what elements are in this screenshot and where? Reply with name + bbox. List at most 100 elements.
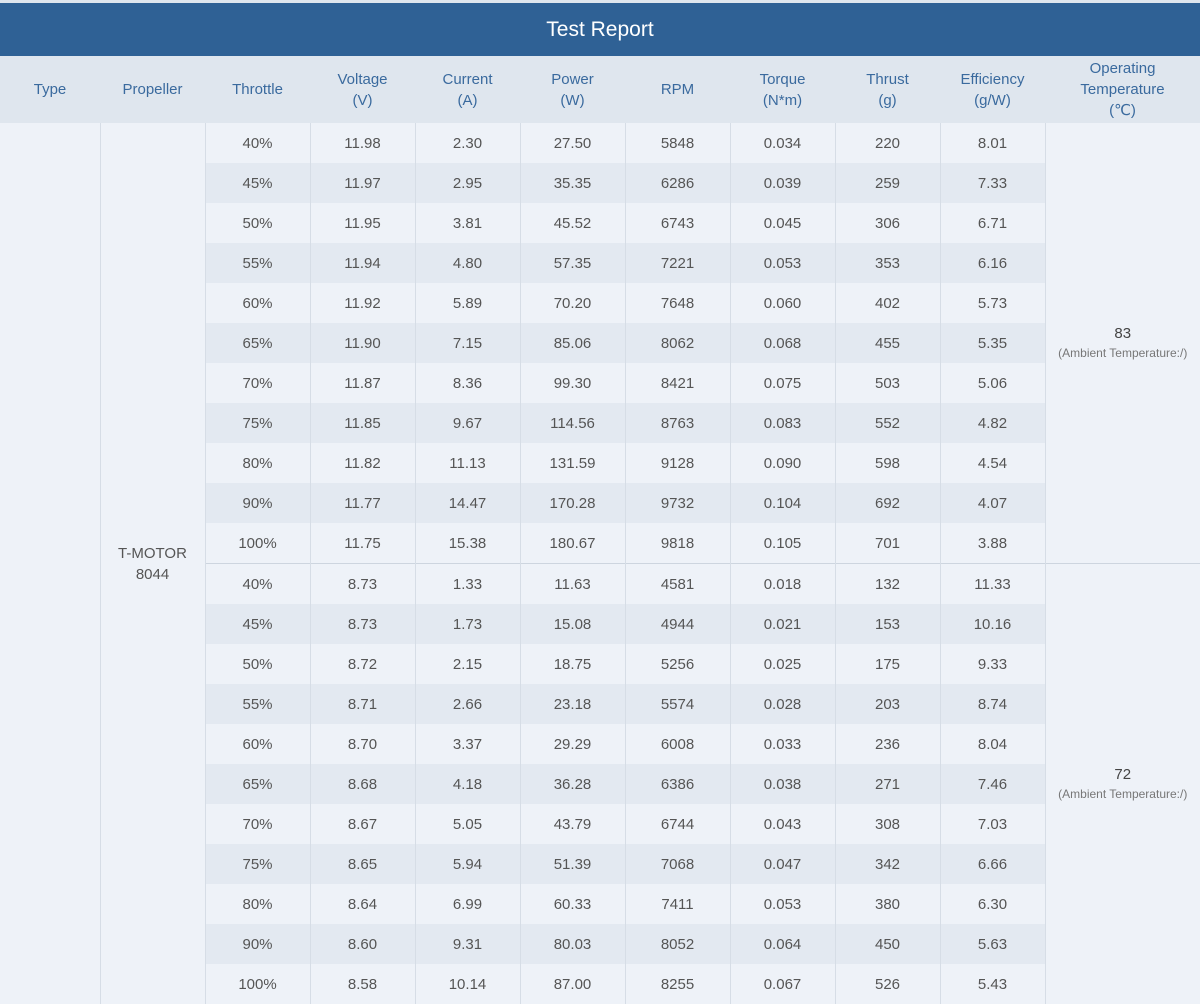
operating-temperature-cell: 83(Ambient Temperature:/) xyxy=(1045,123,1200,564)
cell-voltage: 11.77 xyxy=(310,483,415,523)
cell-efficiency: 8.74 xyxy=(940,684,1045,724)
cell-torque: 0.053 xyxy=(730,884,835,924)
cell-current: 2.30 xyxy=(415,123,520,163)
cell-torque: 0.090 xyxy=(730,443,835,483)
cell-torque: 0.025 xyxy=(730,644,835,684)
cell-voltage: 11.85 xyxy=(310,403,415,443)
cell-power: 36.28 xyxy=(520,764,625,804)
column-header-operating-temperature: Operating Temperature(℃) xyxy=(1045,56,1200,123)
cell-efficiency: 10.16 xyxy=(940,604,1045,644)
cell-efficiency: 7.33 xyxy=(940,163,1045,203)
cell-thrust: 203 xyxy=(835,684,940,724)
cell-rpm: 4944 xyxy=(625,604,730,644)
cell-throttle: 60% xyxy=(205,724,310,764)
cell-current: 6.99 xyxy=(415,884,520,924)
cell-rpm: 7068 xyxy=(625,844,730,884)
cell-throttle: 45% xyxy=(205,604,310,644)
cell-power: 114.56 xyxy=(520,403,625,443)
cell-thrust: 552 xyxy=(835,403,940,443)
report-title: Test Report xyxy=(0,0,1200,56)
cell-power: 85.06 xyxy=(520,323,625,363)
cell-efficiency: 6.66 xyxy=(940,844,1045,884)
cell-thrust: 526 xyxy=(835,964,940,1004)
cell-rpm: 8421 xyxy=(625,363,730,403)
cell-voltage: 11.94 xyxy=(310,243,415,283)
cell-efficiency: 6.16 xyxy=(940,243,1045,283)
cell-current: 11.13 xyxy=(415,443,520,483)
propeller-brand: T-MOTOR xyxy=(101,543,205,564)
cell-throttle: 55% xyxy=(205,684,310,724)
cell-torque: 0.047 xyxy=(730,844,835,884)
cell-efficiency: 8.01 xyxy=(940,123,1045,163)
cell-throttle: 90% xyxy=(205,924,310,964)
column-header-rpm: RPM xyxy=(625,56,730,123)
cell-current: 4.80 xyxy=(415,243,520,283)
cell-throttle: 45% xyxy=(205,163,310,203)
cell-thrust: 503 xyxy=(835,363,940,403)
cell-efficiency: 5.35 xyxy=(940,323,1045,363)
cell-efficiency: 5.73 xyxy=(940,283,1045,323)
cell-voltage: 8.73 xyxy=(310,564,415,605)
cell-thrust: 342 xyxy=(835,844,940,884)
cell-power: 180.67 xyxy=(520,523,625,564)
cell-power: 23.18 xyxy=(520,684,625,724)
cell-throttle: 70% xyxy=(205,363,310,403)
cell-rpm: 5256 xyxy=(625,644,730,684)
cell-thrust: 380 xyxy=(835,884,940,924)
cell-rpm: 8763 xyxy=(625,403,730,443)
cell-voltage: 11.95 xyxy=(310,203,415,243)
cell-rpm: 9818 xyxy=(625,523,730,564)
cell-torque: 0.083 xyxy=(730,403,835,443)
cell-throttle: 80% xyxy=(205,884,310,924)
cell-voltage: 8.67 xyxy=(310,804,415,844)
cell-thrust: 220 xyxy=(835,123,940,163)
cell-throttle: 40% xyxy=(205,564,310,605)
cell-power: 18.75 xyxy=(520,644,625,684)
cell-rpm: 4581 xyxy=(625,564,730,605)
cell-voltage: 11.75 xyxy=(310,523,415,564)
column-header-label: RPM xyxy=(625,79,730,100)
ambient-temperature-note: (Ambient Temperature:/) xyxy=(1046,344,1200,362)
cell-rpm: 9732 xyxy=(625,483,730,523)
cell-current: 2.66 xyxy=(415,684,520,724)
cell-rpm: 5574 xyxy=(625,684,730,724)
column-header-unit: (℃) xyxy=(1045,100,1200,121)
cell-throttle: 75% xyxy=(205,403,310,443)
cell-torque: 0.105 xyxy=(730,523,835,564)
cell-throttle: 80% xyxy=(205,443,310,483)
cell-current: 1.33 xyxy=(415,564,520,605)
cell-rpm: 5848 xyxy=(625,123,730,163)
cell-efficiency: 4.07 xyxy=(940,483,1045,523)
cell-torque: 0.021 xyxy=(730,604,835,644)
cell-power: 27.50 xyxy=(520,123,625,163)
column-header-efficiency: Efficiency(g/W) xyxy=(940,56,1045,123)
cell-power: 43.79 xyxy=(520,804,625,844)
column-header-current: Current(A) xyxy=(415,56,520,123)
cell-current: 1.73 xyxy=(415,604,520,644)
cell-thrust: 353 xyxy=(835,243,940,283)
cell-thrust: 598 xyxy=(835,443,940,483)
cell-rpm: 8255 xyxy=(625,964,730,1004)
cell-throttle: 60% xyxy=(205,283,310,323)
column-header-label: Current xyxy=(415,69,520,90)
column-header-unit: (V) xyxy=(310,90,415,111)
cell-torque: 0.028 xyxy=(730,684,835,724)
cell-thrust: 271 xyxy=(835,764,940,804)
cell-current: 2.15 xyxy=(415,644,520,684)
cell-current: 5.94 xyxy=(415,844,520,884)
cell-efficiency: 8.04 xyxy=(940,724,1045,764)
cell-efficiency: 11.33 xyxy=(940,564,1045,605)
cell-voltage: 8.70 xyxy=(310,724,415,764)
cell-thrust: 175 xyxy=(835,644,940,684)
cell-throttle: 65% xyxy=(205,764,310,804)
column-header-label: Throttle xyxy=(205,79,310,100)
column-header-propeller: Propeller xyxy=(100,56,205,123)
type-cell xyxy=(0,123,100,1004)
cell-thrust: 308 xyxy=(835,804,940,844)
cell-voltage: 8.72 xyxy=(310,644,415,684)
column-header-thrust: Thrust(g) xyxy=(835,56,940,123)
column-header-label: Efficiency xyxy=(940,69,1045,90)
